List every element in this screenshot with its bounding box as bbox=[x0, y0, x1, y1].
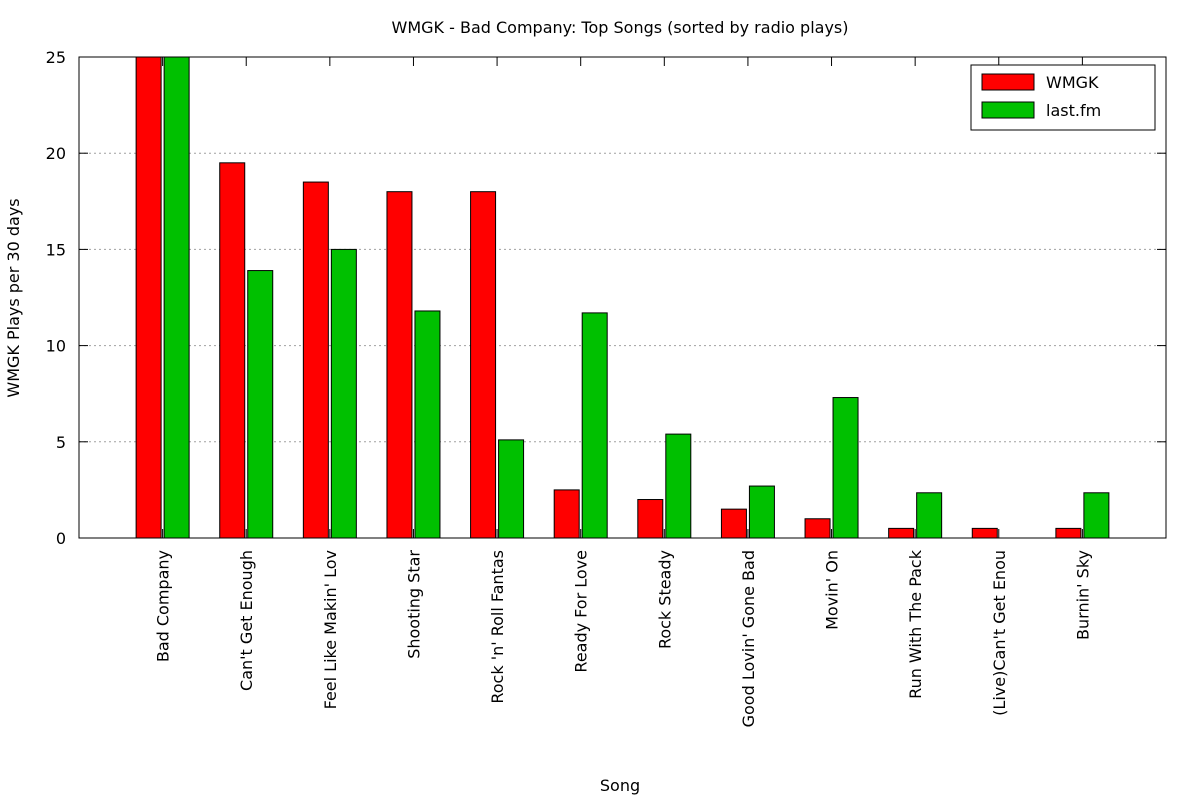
bar-wmgk bbox=[720, 508, 747, 539]
bars bbox=[135, 56, 1110, 539]
bar-wmgk bbox=[888, 527, 915, 539]
axis-ticks: 0 5 10 15 20 25 Bad Company Can't Get Enough Fee… bbox=[46, 48, 1166, 727]
legend-swatch-lastfm bbox=[981, 101, 1035, 119]
x-tick-label: Movin' On bbox=[823, 550, 842, 630]
legend-label-lastfm: last.fm bbox=[1046, 101, 1101, 120]
x-tick-label: Bad Company bbox=[154, 550, 173, 662]
x-axis-label: Song bbox=[600, 776, 640, 795]
legend-box bbox=[970, 64, 1156, 131]
bar-lastfm bbox=[916, 492, 943, 539]
x-tick-label: Rock Steady bbox=[655, 550, 674, 649]
y-tick-label: 20 bbox=[46, 144, 66, 163]
x-tick-label: Rock 'n' Roll Fantas bbox=[488, 550, 507, 704]
x-tick-label: Run With The Pack bbox=[906, 549, 925, 699]
chart-title: WMGK - Bad Company: Top Songs (sorted by… bbox=[392, 18, 849, 37]
x-tick-label: Feel Like Makin' Lov bbox=[321, 550, 340, 709]
y-tick-label: 15 bbox=[46, 240, 66, 259]
bar-wmgk bbox=[470, 191, 497, 539]
bar-wmgk bbox=[553, 489, 580, 539]
plot-frame bbox=[78, 56, 1167, 539]
x-tick-label: Good Lovin' Gone Bad bbox=[739, 550, 758, 727]
legend-label-wmgk: WMGK bbox=[1046, 73, 1099, 92]
x-tick-label: Can't Get Enough bbox=[237, 550, 256, 691]
bar-lastfm bbox=[498, 439, 525, 539]
y-tick-label: 5 bbox=[56, 433, 66, 452]
bar-lastfm bbox=[581, 312, 608, 539]
y-tick-label: 10 bbox=[46, 337, 66, 356]
y-tick-label: 25 bbox=[46, 48, 66, 67]
bar-wmgk bbox=[1055, 527, 1082, 539]
bar-wmgk bbox=[637, 499, 664, 539]
bar-lastfm bbox=[748, 485, 775, 539]
bar-wmgk bbox=[386, 191, 413, 539]
x-tick-label: Shooting Star bbox=[404, 550, 423, 659]
bar-wmgk bbox=[971, 527, 998, 539]
bar-wmgk bbox=[302, 181, 329, 539]
bar-lastfm bbox=[247, 270, 274, 539]
x-tick-label: Ready For Love bbox=[572, 550, 591, 673]
x-tick-label: Burnin' Sky bbox=[1073, 550, 1092, 640]
bar-wmgk bbox=[219, 162, 246, 539]
bar-lastfm bbox=[163, 56, 190, 539]
bar-lastfm bbox=[330, 248, 357, 539]
x-tick-label: (Live)Can't Get Enou bbox=[990, 550, 1009, 716]
legend: WMGK last.fm bbox=[970, 64, 1156, 131]
bar-lastfm bbox=[1083, 492, 1110, 539]
bar-lastfm bbox=[832, 397, 859, 539]
y-axis-label: WMGK Plays per 30 days bbox=[4, 198, 23, 397]
bar-wmgk bbox=[804, 518, 831, 539]
bar-wmgk bbox=[135, 56, 162, 539]
bar-lastfm bbox=[665, 433, 692, 539]
y-tick-label: 0 bbox=[56, 529, 66, 548]
bar-lastfm bbox=[414, 310, 441, 539]
legend-swatch-wmgk bbox=[981, 73, 1035, 91]
